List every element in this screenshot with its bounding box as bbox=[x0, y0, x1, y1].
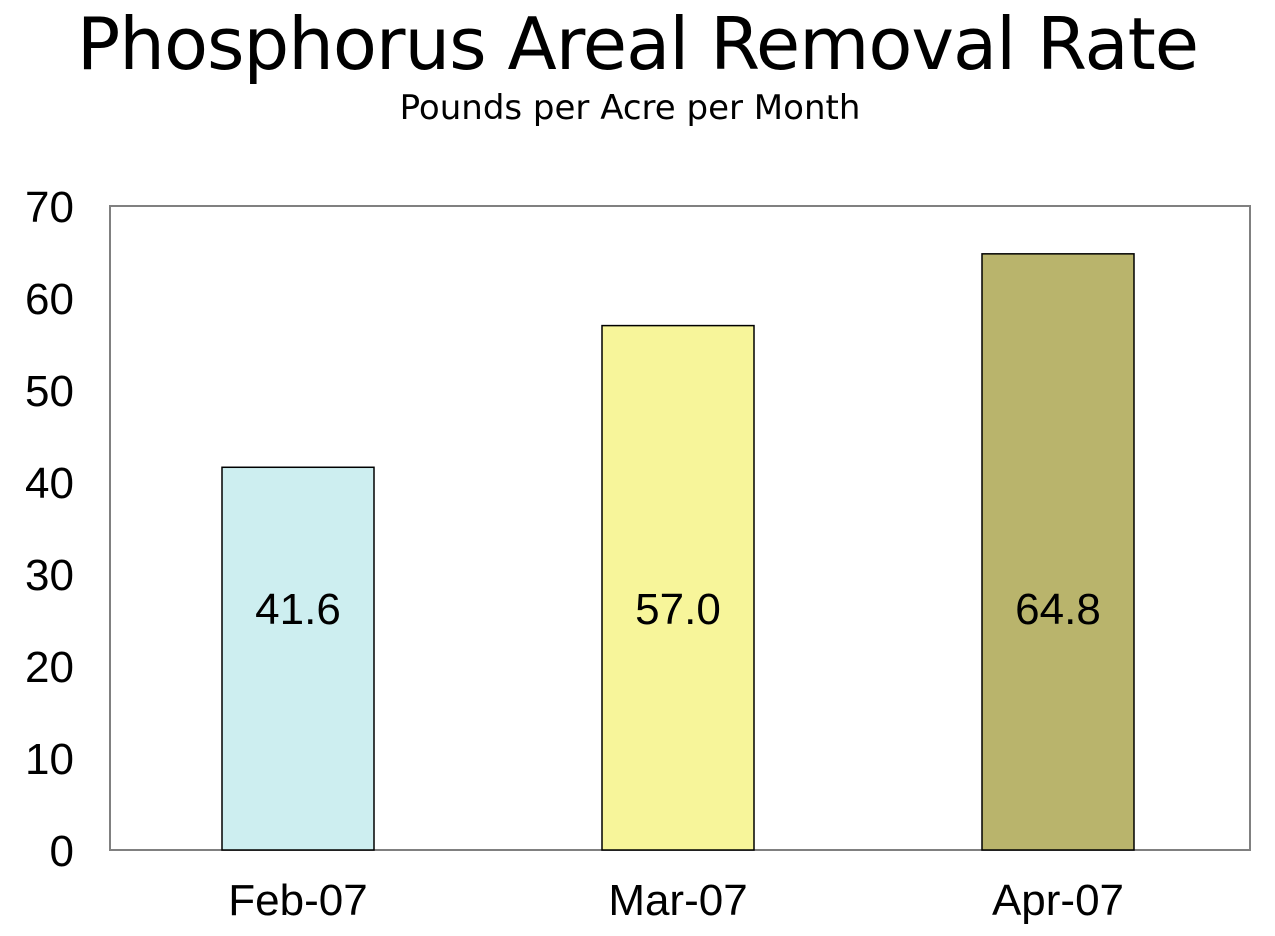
x-tick-label: Apr-07 bbox=[992, 876, 1124, 925]
y-tick-label: 70 bbox=[25, 183, 74, 232]
x-axis: Feb-07 Mar-07 Apr-07 bbox=[228, 876, 1124, 925]
chart-subtitle: Pounds per Acre per Month bbox=[399, 88, 861, 128]
data-labels: 41.6 57.0 64.8 bbox=[255, 585, 1101, 634]
data-label: 57.0 bbox=[635, 585, 721, 634]
y-tick-label: 10 bbox=[25, 735, 74, 784]
x-tick-label: Mar-07 bbox=[608, 876, 747, 925]
y-tick-label: 50 bbox=[25, 367, 74, 416]
y-tick-label: 40 bbox=[25, 459, 74, 508]
x-tick-label: Feb-07 bbox=[228, 876, 367, 925]
bars bbox=[221, 253, 1135, 851]
y-tick-label: 60 bbox=[25, 275, 74, 324]
y-axis: 0 10 20 30 40 50 60 70 bbox=[25, 183, 74, 876]
y-tick-label: 30 bbox=[25, 551, 74, 600]
y-tick-label: 0 bbox=[50, 827, 74, 876]
chart-title: Phosphorus Areal Removal Rate bbox=[76, 2, 1199, 86]
bar-feb-07 bbox=[221, 466, 375, 851]
bar-mar-07 bbox=[601, 324, 755, 851]
data-label: 41.6 bbox=[255, 585, 341, 634]
bar-apr-07 bbox=[981, 253, 1135, 851]
y-tick-label: 20 bbox=[25, 643, 74, 692]
data-label: 64.8 bbox=[1015, 585, 1101, 634]
